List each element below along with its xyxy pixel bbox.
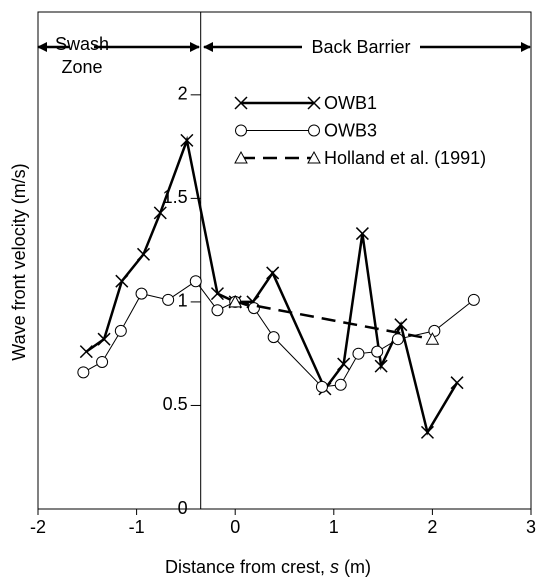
x-axis-label-part: s <box>330 557 339 577</box>
series-line <box>234 300 433 341</box>
annotation: Zone <box>61 57 102 77</box>
marker <box>394 318 408 332</box>
marker <box>211 304 224 317</box>
annotation: Back Barrier <box>311 37 410 57</box>
y-tick-label: 1 <box>178 291 188 311</box>
marker <box>97 332 111 346</box>
legend-label: OWB1 <box>324 93 377 113</box>
marker <box>115 274 129 288</box>
x-axis-label-part: (m) <box>339 557 371 577</box>
marker <box>234 150 248 164</box>
marker <box>315 380 328 393</box>
plot-frame <box>37 11 532 510</box>
marker <box>228 294 243 308</box>
marker <box>450 376 464 390</box>
y-tick-label: 0 <box>178 498 188 518</box>
marker <box>77 366 90 379</box>
series-line <box>85 135 459 436</box>
marker <box>371 345 384 358</box>
x-tick-label: -2 <box>30 517 46 537</box>
marker <box>135 287 148 300</box>
marker <box>337 357 351 371</box>
marker <box>425 332 440 345</box>
marker <box>267 331 280 344</box>
x-tick-label: 1 <box>329 517 339 537</box>
marker <box>189 275 202 288</box>
x-axis-label-part: Distance from crest, <box>165 557 330 577</box>
marker <box>266 266 280 280</box>
y-tick-label: 2 <box>178 84 188 104</box>
marker <box>235 124 247 137</box>
marker <box>355 227 369 241</box>
marker <box>334 378 347 391</box>
x-tick-label: 3 <box>526 517 536 537</box>
marker <box>307 150 321 164</box>
marker <box>428 324 441 337</box>
marker <box>374 359 388 373</box>
y-tick-label: 0.5 <box>163 394 188 414</box>
x-axis-label: Distance from crest, s (m) <box>165 557 371 577</box>
marker <box>234 96 248 110</box>
marker <box>96 355 109 368</box>
marker <box>391 333 404 346</box>
x-tick-label: -1 <box>129 517 145 537</box>
marker <box>136 247 151 261</box>
marker <box>153 206 167 220</box>
legend-label: OWB3 <box>324 120 377 140</box>
marker <box>308 124 320 137</box>
y-axis-label: Wave front velocity (m/s) <box>9 163 29 360</box>
marker <box>247 302 260 315</box>
marker <box>180 133 194 147</box>
x-tick-label: 2 <box>427 517 437 537</box>
x-tick-label: 0 <box>230 517 240 537</box>
marker <box>352 347 365 360</box>
marker <box>467 293 480 306</box>
marker <box>79 345 93 359</box>
marker <box>210 287 224 301</box>
marker <box>420 425 435 439</box>
marker <box>162 293 175 306</box>
legend-label: Holland et al. (1991) <box>324 148 486 168</box>
marker <box>114 324 127 337</box>
marker <box>307 96 321 110</box>
annotation: Swash <box>55 34 109 54</box>
